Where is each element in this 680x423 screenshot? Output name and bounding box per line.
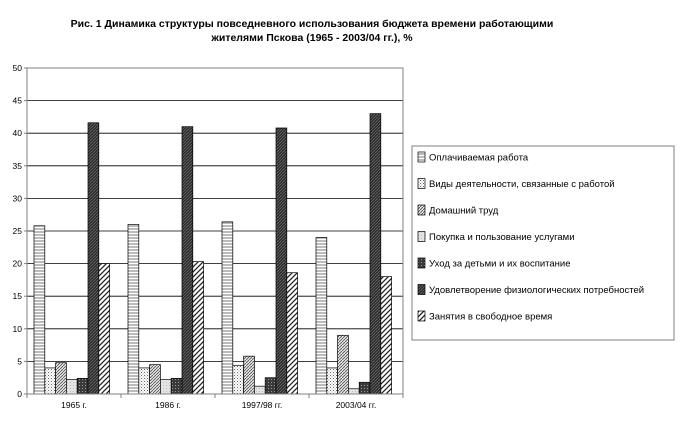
y-tick-label: 0 [17, 389, 22, 399]
bar [87, 122, 100, 395]
bar [55, 362, 67, 395]
legend-label: Виды деятельности, связанные с работой [429, 179, 615, 190]
y-axis-ticks: 0 5 10 15 20 25 30 35 40 45 50 [13, 63, 27, 399]
legend-item: Домашний труд [417, 204, 499, 217]
legend-item: Удовлетворение физиологических потребнос… [417, 284, 644, 296]
y-tick-label: 45 [13, 96, 23, 106]
bar [33, 225, 46, 395]
y-tick-label: 50 [13, 63, 23, 73]
y-tick-label: 30 [13, 193, 23, 203]
y-tick-label: 20 [13, 259, 23, 269]
bar [44, 367, 56, 395]
legend-swatch [417, 204, 426, 216]
bar [192, 261, 204, 395]
legend-item: Виды деятельности, связанные с работой [417, 178, 615, 190]
y-tick-label: 40 [13, 128, 23, 138]
y-tick-label: 25 [13, 226, 23, 236]
legend-frame [411, 145, 675, 341]
bar [232, 364, 244, 395]
y-tick-label: 35 [13, 161, 23, 171]
bar [326, 367, 338, 395]
legend: Оплачиваемая работа Виды деятельности, св… [411, 145, 675, 341]
bar [254, 385, 266, 395]
gridlines [27, 100, 403, 362]
bar [221, 221, 234, 395]
x-tick-label: 2003/04 гг. [336, 400, 377, 410]
legend-label: Занятия в свободное время [429, 312, 552, 323]
x-tick-label: 1965 г. [61, 400, 87, 410]
legend-swatch [417, 151, 426, 163]
plot-area-frame [26, 67, 404, 395]
legend-item: Занятия в свободное время [417, 310, 552, 323]
legend-item: Уход за детьми и их воспитание [417, 257, 571, 270]
legend-label: Домашний труд [429, 206, 499, 217]
bar [369, 113, 382, 395]
bar [98, 263, 110, 395]
legend-swatch [417, 178, 426, 189]
legend-swatch [417, 310, 426, 322]
bar [348, 388, 360, 395]
bar [358, 381, 371, 395]
bar [138, 367, 150, 395]
bar [170, 378, 183, 395]
legend-label: Покупка и пользование услугами [429, 232, 575, 243]
bar [76, 378, 89, 395]
bars [33, 113, 392, 395]
bar [380, 276, 392, 395]
bar [149, 364, 161, 395]
bar [160, 379, 172, 395]
y-tick-label: 5 [17, 356, 22, 366]
legend-swatch [417, 231, 426, 242]
legend-swatch [417, 257, 426, 269]
bar [127, 224, 140, 395]
bar [337, 334, 349, 395]
x-tick-label: 1986 г. [155, 400, 181, 410]
bar [181, 126, 194, 395]
legend-label: Уход за детьми и их воспитание [429, 259, 571, 270]
legend-item: Оплачиваемая работа [417, 151, 529, 164]
bar [264, 377, 277, 395]
legend-label: Удовлетворение физиологических потребнос… [429, 285, 644, 296]
bar [66, 379, 78, 395]
legend-item: Покупка и пользование услугами [417, 231, 575, 243]
y-tick-label: 10 [13, 324, 23, 334]
bar [243, 355, 255, 395]
x-tick-label: 1997/98 гг. [242, 400, 283, 410]
bar [315, 237, 328, 395]
bar [286, 272, 298, 395]
x-axis-ticks: 1965 г. 1986 г. 1997/98 гг. 2003/04 гг. [26, 394, 404, 410]
chart-title-line-2: жителями Пскова (1965 - 2003/04 гг.), % [210, 32, 413, 44]
y-tick-label: 15 [13, 291, 23, 301]
chart-title-line-1: Рис. 1 Динамика структуры повседневного … [71, 18, 554, 30]
legend-swatch [417, 284, 426, 295]
legend-label: Оплачиваемая работа [429, 153, 529, 164]
bar [275, 127, 288, 395]
